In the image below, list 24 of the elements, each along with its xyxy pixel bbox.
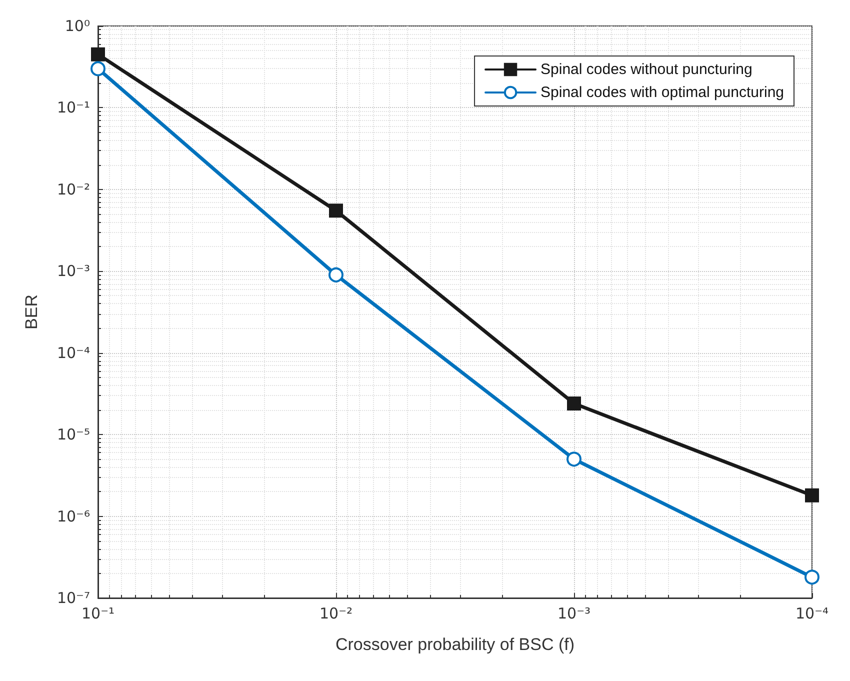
- point: [328, 267, 344, 282]
- point: [566, 452, 582, 467]
- point: [567, 396, 581, 411]
- x-tick-label: 10⁻³: [557, 604, 591, 622]
- y-tick-label: 10⁻¹: [56, 98, 90, 117]
- y-tick-label: 10⁻⁶: [56, 507, 90, 526]
- x-axis-title: Crossover probability of BSC (f): [335, 635, 575, 654]
- point: [90, 61, 106, 76]
- point: [804, 570, 820, 585]
- y-tick-label: 10⁰: [64, 17, 90, 35]
- legend-label: Spinal codes without puncturing: [540, 61, 752, 78]
- x-tick-label: 10⁻²: [319, 604, 353, 622]
- y-tick-label: 10⁻³: [56, 262, 90, 280]
- x-tick-label: 10⁻⁴: [795, 604, 829, 622]
- y-tick-label: 10⁻²: [56, 180, 90, 198]
- point: [91, 47, 105, 62]
- y-tick-label: 10⁻⁷: [56, 589, 90, 607]
- point: [329, 204, 343, 218]
- x-tick-label: 10⁻¹: [81, 604, 115, 622]
- y-tick-label: 10⁻⁵: [56, 426, 90, 444]
- point: [805, 488, 819, 502]
- y-axis-title: BER: [22, 294, 41, 330]
- legend-label: Spinal codes with optimal puncturing: [540, 84, 784, 101]
- y-tick-label: 10⁻⁴: [56, 344, 90, 362]
